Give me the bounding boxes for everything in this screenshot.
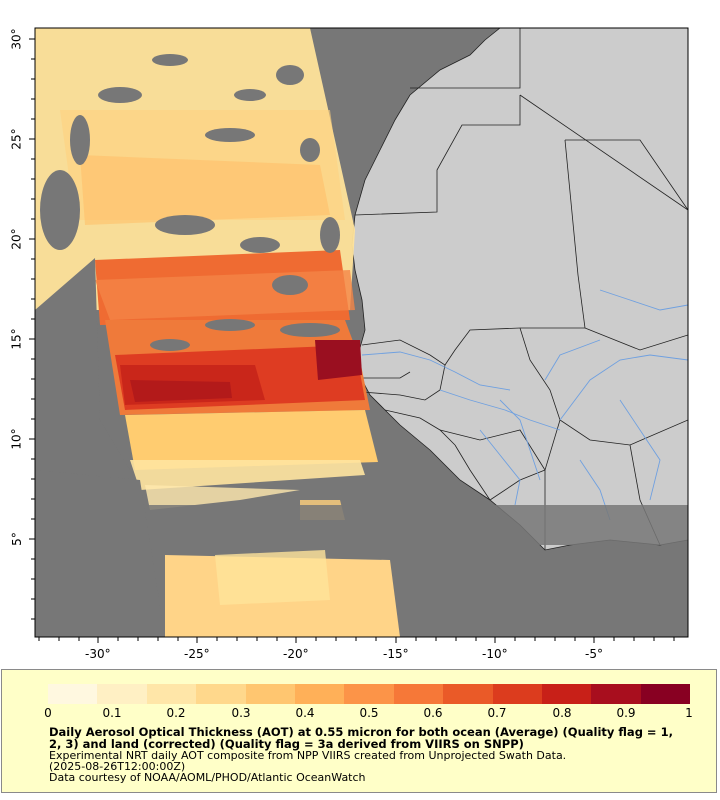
lon-tick-label: -25° bbox=[184, 647, 210, 661]
colorbar-tick-label: 0.5 bbox=[359, 706, 379, 720]
colorbar-segment bbox=[393, 684, 444, 704]
colorbar-segment bbox=[294, 684, 345, 704]
lon-tick-label: -20° bbox=[283, 647, 309, 661]
legend-credit: Data courtesy of NOAA/AOML/PHOD/Atlantic… bbox=[49, 771, 366, 784]
legend-panel: 0 0.1 0.2 0.3 0.4 0.5 0.6 0.7 0.8 0.9 1 … bbox=[1, 669, 717, 793]
lat-tick-label: 30° bbox=[9, 28, 24, 50]
colorbar-segment bbox=[640, 684, 691, 704]
lat-minor-ticks bbox=[29, 38, 35, 620]
lon-tick-label: -5° bbox=[585, 647, 603, 661]
lon-tick-label: -10° bbox=[482, 647, 508, 661]
colorbar-segment bbox=[591, 684, 641, 704]
aot-colorbar bbox=[48, 684, 691, 704]
lat-tick-label: 5° bbox=[9, 532, 24, 546]
lat-tick-label: 10° bbox=[9, 428, 24, 450]
lat-tick-label: 15° bbox=[9, 328, 24, 350]
colorbar-segment bbox=[146, 684, 197, 704]
colorbar-segment bbox=[48, 684, 98, 704]
colorbar-tick-label: 0.6 bbox=[423, 706, 443, 720]
map-border bbox=[34, 27, 689, 638]
colorbar-segment bbox=[541, 684, 592, 704]
lat-tick-label: 25° bbox=[9, 128, 24, 150]
colorbar-segment bbox=[245, 684, 295, 704]
colorbar-tick-label: 0.8 bbox=[552, 706, 572, 720]
colorbar-segment bbox=[196, 684, 246, 704]
colorbar-segment bbox=[344, 684, 394, 704]
colorbar-tick-label: 1 bbox=[685, 706, 693, 720]
colorbar-tick-label: 0.1 bbox=[102, 706, 122, 720]
lon-tick-label: -15° bbox=[383, 647, 409, 661]
colorbar-tick-label: 0 bbox=[44, 706, 52, 720]
colorbar-tick-label: 0.3 bbox=[231, 706, 251, 720]
colorbar-segment bbox=[492, 684, 542, 704]
legend-title: Daily Aerosol Optical Thickness (AOT) at… bbox=[49, 725, 673, 751]
colorbar-tick-label: 0.2 bbox=[166, 706, 186, 720]
map-frame: 30° 25° 20° 15° 10° 5° -30° -25° -20° -1… bbox=[9, 27, 689, 661]
legend-timestamp: (2025-08-26T12:00:00Z) bbox=[49, 760, 186, 773]
lon-tick-label: -30° bbox=[85, 647, 111, 661]
rivers bbox=[361, 289, 688, 521]
colorbar-tick-label: 0.4 bbox=[295, 706, 315, 720]
lat-tick-label: 20° bbox=[9, 228, 24, 250]
colorbar-tick-label: 0.9 bbox=[616, 706, 636, 720]
cloud-gaps bbox=[40, 54, 340, 351]
colorbar-tick-label: 0.7 bbox=[487, 706, 507, 720]
lon-minor-ticks bbox=[38, 637, 675, 643]
colorbar-segment bbox=[443, 684, 493, 704]
legend-description: Experimental NRT daily AOT composite fro… bbox=[49, 749, 567, 762]
aot-map bbox=[29, 27, 689, 643]
colorbar-segment bbox=[97, 684, 147, 704]
